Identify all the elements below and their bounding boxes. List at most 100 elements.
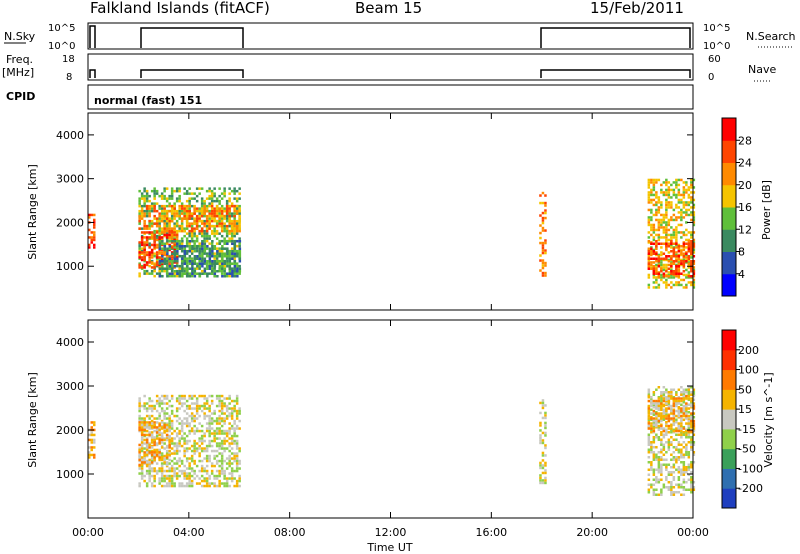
velocity-cell <box>670 493 673 496</box>
power-cell <box>233 207 236 210</box>
velocity-cell <box>203 404 206 408</box>
power-cell <box>153 266 156 269</box>
velocity-cell <box>685 417 688 420</box>
velocity-cell <box>650 448 653 451</box>
velocity-cell <box>541 399 545 402</box>
velocity-cell <box>682 453 686 456</box>
velocity-cell <box>225 477 229 480</box>
velocity-cell <box>153 484 156 488</box>
power-cell <box>208 257 212 260</box>
velocity-cell <box>210 444 214 448</box>
power-cell <box>170 251 174 254</box>
velocity-cell <box>660 401 663 404</box>
velocity-cell <box>680 486 683 489</box>
velocity-cell <box>670 458 673 461</box>
velocity-cell <box>148 469 151 473</box>
power-cell <box>183 187 186 190</box>
power-cell <box>188 209 191 213</box>
velocity-cell <box>670 431 673 434</box>
velocity-cell <box>158 433 161 437</box>
velocity-cell <box>672 396 676 399</box>
velocity-cell <box>150 422 154 425</box>
power-cell <box>196 245 199 248</box>
velocity-cell <box>213 412 216 415</box>
velocity-cell <box>170 394 174 398</box>
velocity-cell <box>670 397 673 400</box>
power-cell <box>90 241 93 244</box>
power-cell <box>208 187 211 190</box>
velocity-cell <box>145 462 149 465</box>
power-cell <box>665 201 668 204</box>
power-cell <box>195 217 199 220</box>
velocity-cell <box>175 462 179 465</box>
power-cell <box>193 222 196 225</box>
power-cell <box>238 244 241 248</box>
velocity-cell <box>138 397 141 400</box>
velocity-cell <box>203 432 206 435</box>
power-cell <box>140 247 144 250</box>
power-cell <box>155 222 159 225</box>
velocity-cell <box>662 446 666 449</box>
velocity-cell <box>665 391 668 394</box>
power-cell <box>238 250 242 253</box>
power-cell <box>675 253 678 257</box>
velocity-cell <box>215 477 219 480</box>
power-cell <box>88 236 91 239</box>
power-cell <box>198 259 201 263</box>
power-cell <box>655 201 658 204</box>
velocity-cell <box>183 484 186 488</box>
power-cell <box>677 283 681 287</box>
power-cell <box>188 202 191 205</box>
power-cell <box>143 204 146 208</box>
power-cell <box>238 212 241 215</box>
power-cell <box>143 251 146 254</box>
power-cell <box>665 178 668 182</box>
velocity-cell <box>148 417 151 420</box>
power-cell <box>180 269 184 273</box>
velocity-cell <box>175 467 179 470</box>
velocity-cell <box>208 409 211 413</box>
velocity-cell <box>170 439 174 443</box>
power-cell <box>230 232 234 235</box>
power-cell <box>672 246 676 249</box>
power-cell <box>690 270 693 273</box>
velocity-cell <box>235 454 239 458</box>
velocity-cell <box>183 439 186 443</box>
power-cell <box>238 192 241 195</box>
power-cell <box>205 247 209 250</box>
power-cell <box>223 187 226 190</box>
velocity-cell <box>667 471 671 474</box>
power-cell <box>665 266 668 269</box>
power-cell <box>153 192 156 195</box>
velocity-cell <box>692 429 696 433</box>
velocity-cell <box>173 484 176 488</box>
power-cell <box>692 266 696 269</box>
power-cell <box>178 187 181 190</box>
power-cell <box>657 228 661 232</box>
freq-tick-top: 18 <box>62 54 75 65</box>
power-cell <box>650 250 653 253</box>
power-cell <box>193 257 197 260</box>
velocity-cell <box>165 474 169 478</box>
velocity-cell <box>173 457 176 460</box>
velocity-cell <box>675 414 678 418</box>
velocity-cell <box>670 436 673 439</box>
power-cell <box>200 227 204 230</box>
power-cell <box>210 242 214 245</box>
power-cell <box>213 187 216 190</box>
velocity-cell <box>655 388 658 391</box>
power-cell <box>175 199 179 203</box>
velocity-cell <box>153 469 156 473</box>
power-cell <box>153 254 156 258</box>
power-cell <box>660 206 663 209</box>
power-cell <box>647 256 651 259</box>
power-cell <box>163 224 166 228</box>
velocity-cell <box>667 394 671 398</box>
power-cell <box>173 272 176 275</box>
velocity-cell <box>185 467 189 470</box>
velocity-cell <box>138 447 141 450</box>
power-cell <box>662 193 666 197</box>
power-cell <box>218 209 221 213</box>
power-cell <box>685 260 688 263</box>
velocity-cell <box>140 417 144 420</box>
